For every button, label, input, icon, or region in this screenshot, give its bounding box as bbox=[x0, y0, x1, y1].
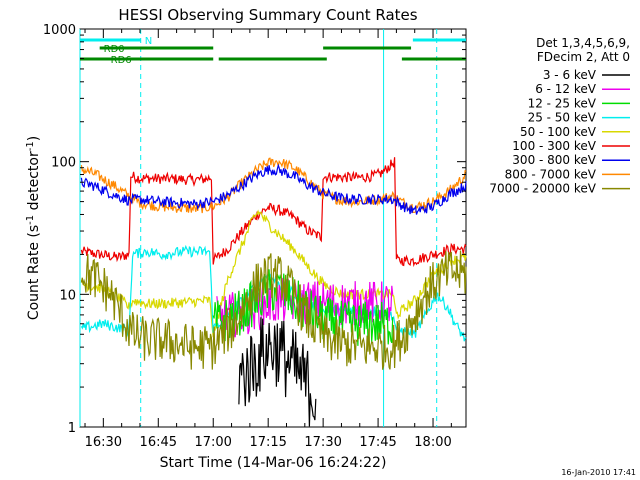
x-tick-label: 16:45 bbox=[140, 435, 177, 450]
x-tick-label: 17:45 bbox=[359, 435, 396, 450]
saa-flag-label: N bbox=[145, 36, 152, 47]
series-line bbox=[80, 157, 467, 214]
rd6-flag-label: RD6 bbox=[111, 55, 132, 66]
legend-label: 300 - 800 keV bbox=[512, 153, 596, 167]
series-line bbox=[80, 157, 467, 268]
y-axis-label-sup2: -1 bbox=[25, 141, 36, 151]
series-line bbox=[80, 163, 467, 215]
footer-date: 16-Jan-2010 17:41 bbox=[561, 468, 636, 477]
chart-title: HESSI Observing Summary Count Rates bbox=[118, 6, 417, 24]
y-axis-label-end: ) bbox=[26, 136, 42, 141]
y-tick-label: 10 bbox=[59, 288, 76, 303]
y-tick-label: 100 bbox=[51, 156, 76, 171]
legend-label: 100 - 300 keV bbox=[512, 139, 596, 153]
legend: Det 1,3,4,5,6,9, FDecim 2, Att 0 3 - 6 k… bbox=[489, 36, 630, 196]
x-tick-label: 18:00 bbox=[414, 435, 451, 450]
series-line bbox=[238, 317, 317, 427]
y-axis-label-sup1: -1 bbox=[25, 215, 36, 225]
legend-label: 50 - 100 keV bbox=[520, 125, 597, 139]
y-tick-label: 1000 bbox=[43, 23, 76, 38]
x-tick-label: 17:15 bbox=[249, 435, 286, 450]
x-tick-label: 16:30 bbox=[85, 435, 122, 450]
y-axis-tick-labels: 1 10 100 1000 bbox=[43, 23, 76, 436]
legend-label: 25 - 50 keV bbox=[528, 111, 597, 125]
x-tick-label: 17:00 bbox=[194, 435, 231, 450]
series-line bbox=[212, 269, 394, 346]
legend-header-2: FDecim 2, Att 0 bbox=[537, 50, 630, 64]
series-line bbox=[80, 250, 467, 370]
y-axis-label: Count Rate (s-1 detector-1) bbox=[25, 136, 42, 320]
series-layer bbox=[80, 157, 467, 427]
legend-label: 800 - 7000 keV bbox=[505, 167, 597, 181]
y-axis-label-main: Count Rate (s bbox=[26, 225, 42, 320]
series-line bbox=[80, 209, 467, 338]
legend-header-1: Det 1,3,4,5,6,9, bbox=[536, 36, 630, 50]
legend-label: 6 - 12 keV bbox=[535, 82, 597, 96]
x-axis-tick-labels: 16:30 16:45 17:00 17:15 17:30 17:45 18:00 bbox=[85, 435, 452, 450]
rd0-flag-label: RD0 bbox=[104, 44, 125, 55]
x-axis-label: Start Time (14-Mar-06 16:24:22) bbox=[160, 455, 387, 471]
y-tick-label: 1 bbox=[68, 421, 76, 436]
axis-ticks bbox=[80, 28, 466, 428]
x-tick-label: 17:30 bbox=[304, 435, 341, 450]
y-axis-label-mid: detector bbox=[26, 151, 42, 215]
legend-label: 12 - 25 keV bbox=[528, 96, 597, 110]
legend-label: 3 - 6 keV bbox=[543, 68, 597, 82]
legend-label: 7000 - 20000 keV bbox=[489, 182, 596, 196]
